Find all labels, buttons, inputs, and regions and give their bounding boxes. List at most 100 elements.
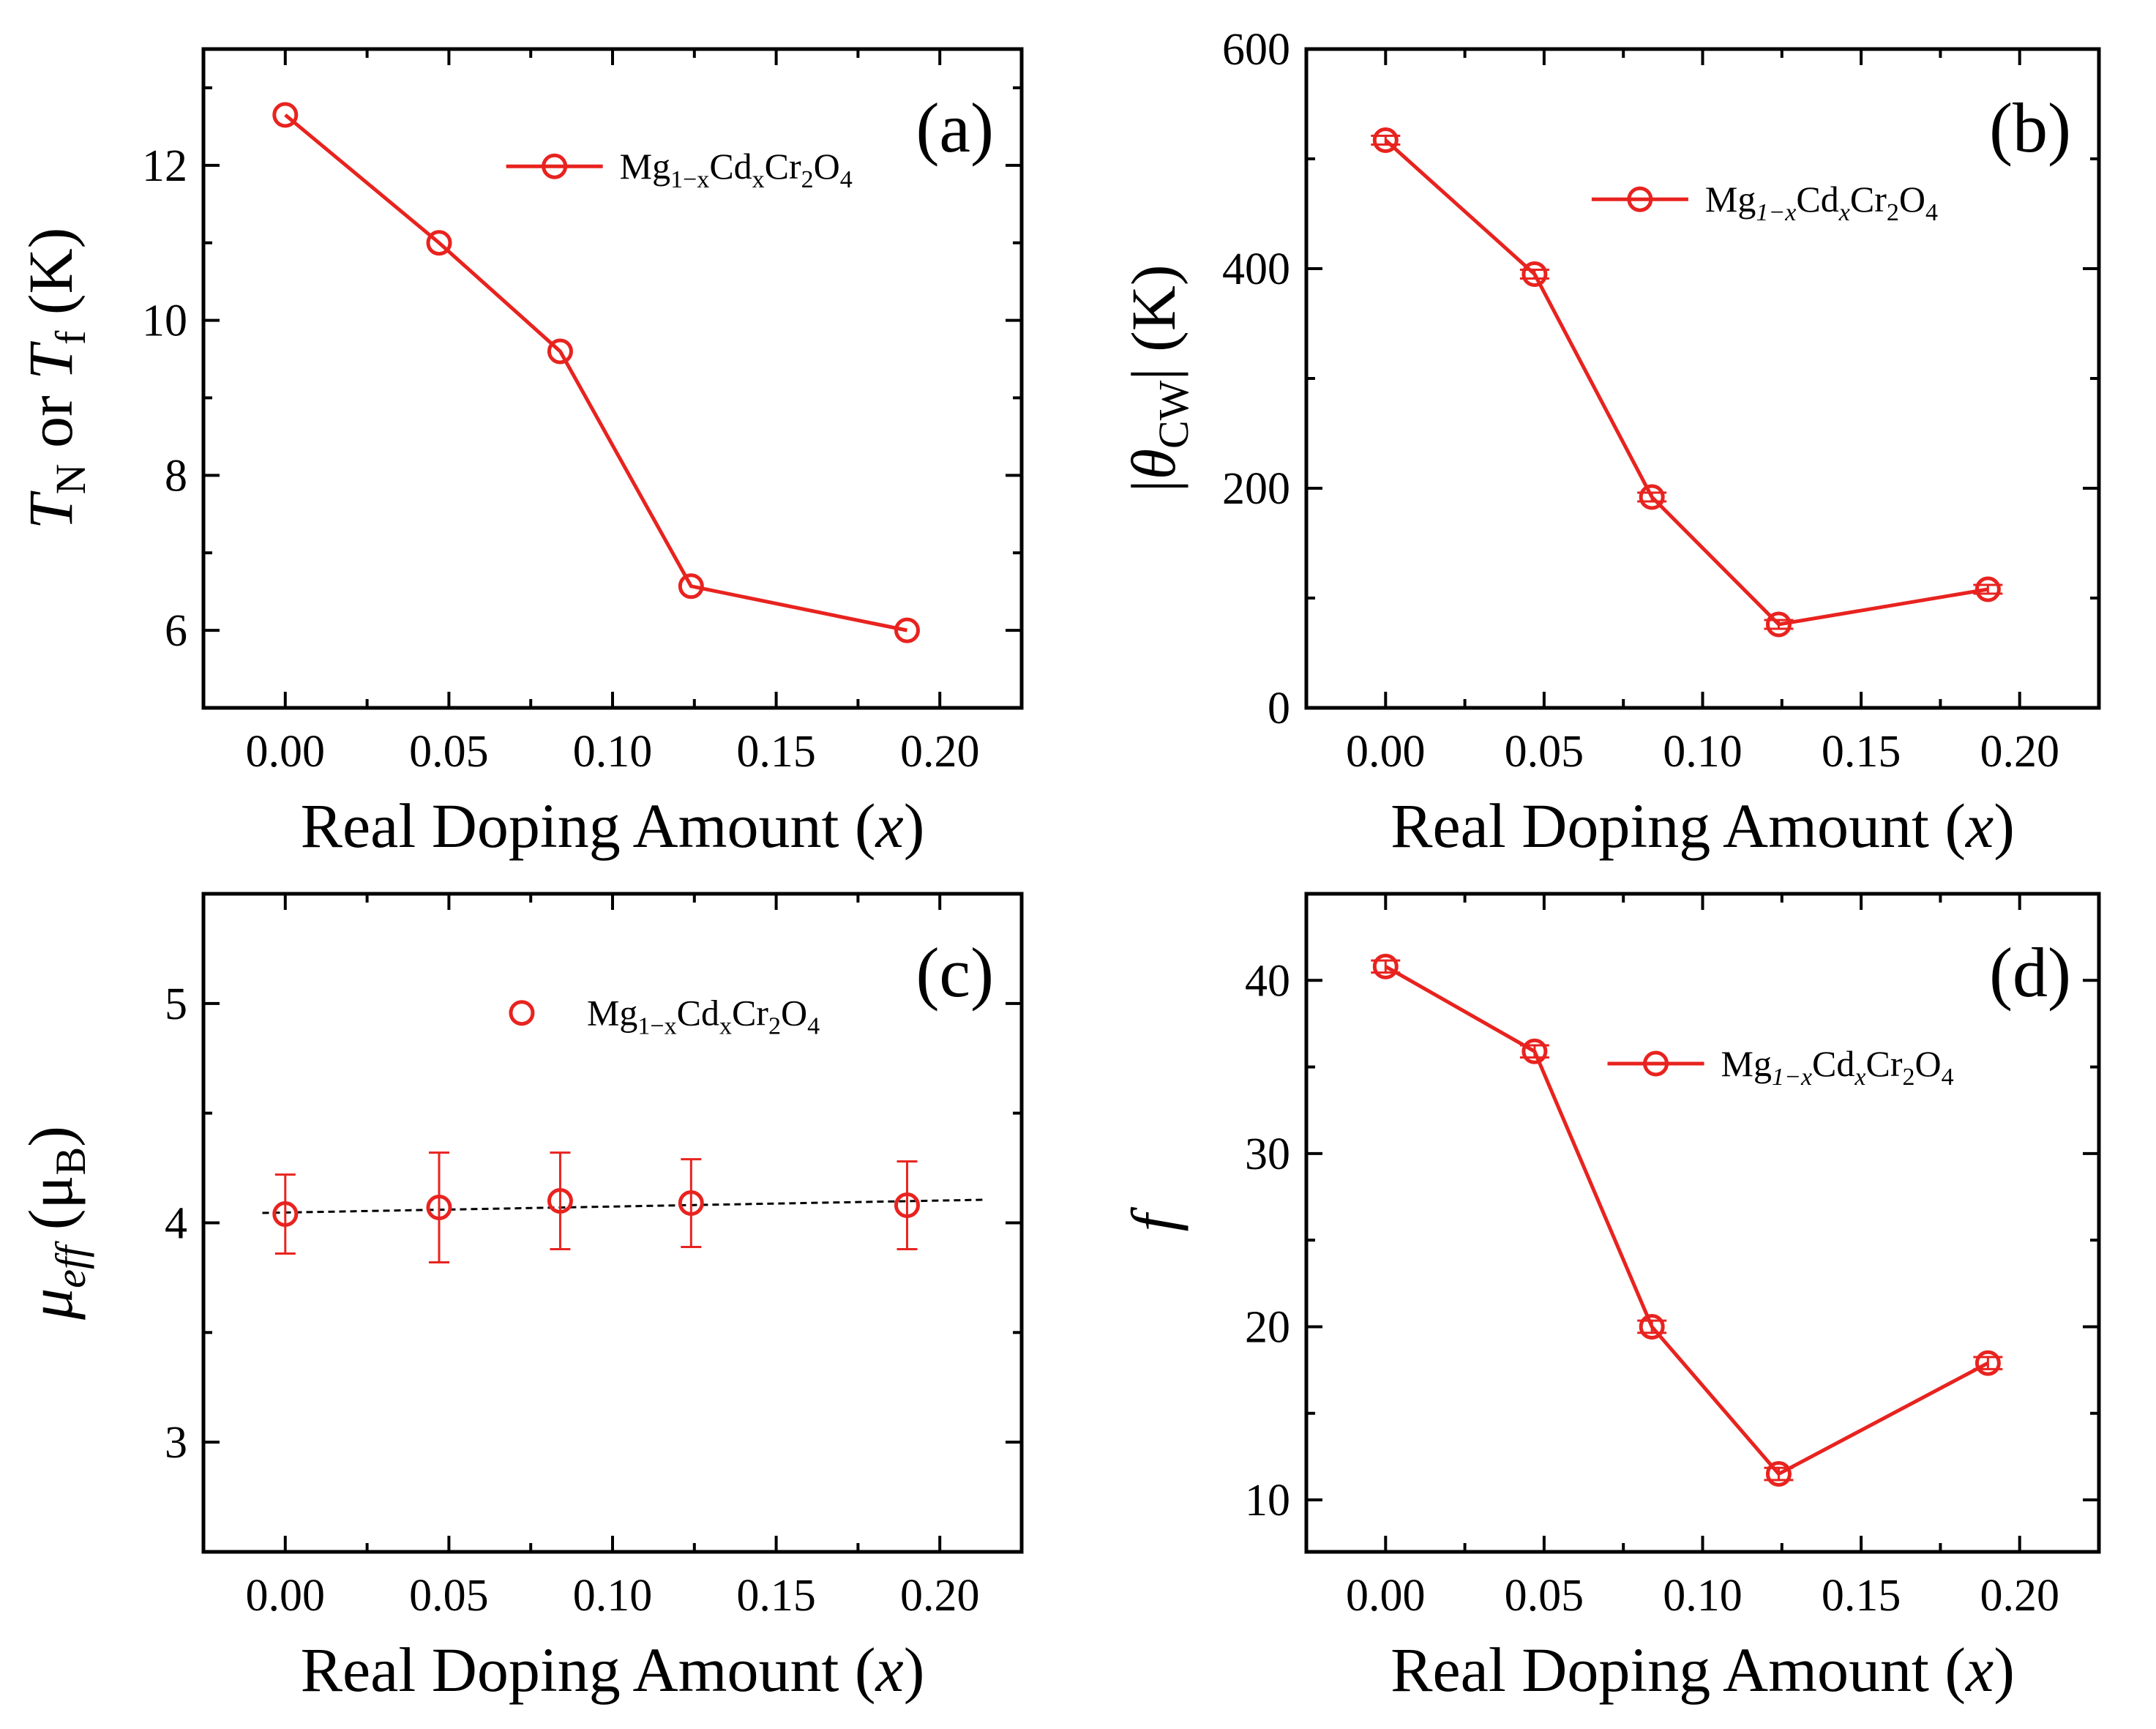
x-tick-label: 0.05 xyxy=(409,727,489,777)
text-span: θ xyxy=(1118,449,1189,479)
text-span: Mg xyxy=(620,146,670,187)
text-span: f xyxy=(1118,1206,1189,1231)
data-point xyxy=(1639,1313,1665,1340)
x-tick-label: 0.15 xyxy=(736,727,816,777)
text-span: x xyxy=(752,166,765,193)
text-span: eff xyxy=(47,1241,94,1288)
x-tick-label: 0.15 xyxy=(1822,727,1901,777)
text-span: N xyxy=(47,463,94,494)
text-span: Real Doping Amount ( xyxy=(301,791,876,861)
panel-label: (c) xyxy=(916,933,994,1012)
text-span: x xyxy=(1964,1635,1994,1705)
y-tick-label: 0 xyxy=(1268,684,1290,733)
text-span: 1−x xyxy=(1756,199,1796,226)
text-span: O xyxy=(1899,179,1925,220)
data-point xyxy=(426,230,452,256)
y-tick-label: 200 xyxy=(1222,464,1290,514)
text-span: T xyxy=(15,341,86,380)
legend-label: Mg1−xCdxCr2O4 xyxy=(1705,179,1938,226)
y-tick-label: 12 xyxy=(142,141,187,191)
text-span: 4 xyxy=(1942,1064,1954,1091)
y-tick-label: 40 xyxy=(1245,956,1290,1006)
text-span: Cr xyxy=(1850,179,1887,220)
text-span: | xyxy=(1118,479,1189,492)
text-span: x xyxy=(875,1635,904,1705)
legend-marker xyxy=(1627,186,1653,212)
text-span: O xyxy=(781,993,807,1034)
y-tick-label: 600 xyxy=(1222,25,1290,75)
data-point xyxy=(272,102,299,128)
text-span: ) xyxy=(904,1635,925,1705)
fit-line xyxy=(262,1198,983,1214)
text-span: 2 xyxy=(1903,1064,1915,1091)
x-tick-label: 0.15 xyxy=(736,1571,816,1621)
legend-label: Mg1−xCdxCr2O4 xyxy=(587,993,820,1040)
x-tick-label: 0.15 xyxy=(1822,1571,1901,1621)
data-point xyxy=(1975,1350,2001,1376)
text-span: Mg xyxy=(587,993,637,1034)
text-span: 2 xyxy=(801,166,814,193)
data-point xyxy=(1372,127,1399,153)
x-tick-label: 0.00 xyxy=(246,1571,326,1621)
data-point xyxy=(547,338,573,365)
data-point xyxy=(547,1188,573,1214)
x-tick-label: 0.00 xyxy=(1346,1571,1426,1621)
x-tick-label: 0.20 xyxy=(1980,1571,2059,1621)
panel-c: 0.00 0.05 0.10 0.15 0.20 3 4 5 Real Doping Amoun… xyxy=(15,892,1024,1705)
y-axis-label: TN or Tf (K) xyxy=(15,228,94,529)
text-span: Real Doping Amount ( xyxy=(1390,791,1966,861)
panel-d: 0.00 0.05 0.10 0.15 0.20 10 20 30 40 Real Doping … xyxy=(1118,892,2101,1705)
data-point xyxy=(1765,611,1792,638)
data-point xyxy=(894,1192,920,1219)
y-tick-label: 3 xyxy=(165,1418,187,1468)
panel-b: 0.00 0.05 0.10 0.15 0.20 0 200 400 600 Real Dopin… xyxy=(1118,25,2101,861)
text-span: Cd xyxy=(1796,179,1838,220)
text-span: 2 xyxy=(768,1013,781,1040)
data-point xyxy=(426,1195,452,1221)
text-span: Cd xyxy=(677,993,719,1034)
text-span: x xyxy=(719,1013,732,1040)
text-span: μ xyxy=(15,1288,86,1321)
y-tick-label: 20 xyxy=(1245,1302,1290,1352)
x-tick-label: 0.20 xyxy=(1980,727,2059,777)
data-point xyxy=(1975,576,2001,602)
text-span: ) xyxy=(1994,1635,2015,1705)
legend-marker xyxy=(1643,1050,1669,1077)
text-span: Cr xyxy=(1866,1043,1903,1084)
text-span: 4 xyxy=(807,1013,820,1040)
text-span: Mg xyxy=(1705,179,1756,220)
x-tick-label: 0.05 xyxy=(409,1571,489,1621)
x-tick-label: 0.00 xyxy=(246,727,326,777)
text-span: x xyxy=(875,791,904,861)
x-tick-label: 0.10 xyxy=(1663,727,1743,777)
text-span: or xyxy=(15,380,86,464)
panel-label: (d) xyxy=(1989,933,2071,1012)
data-point xyxy=(678,1190,704,1217)
data-point xyxy=(1639,484,1665,510)
y-tick-label: 30 xyxy=(1245,1129,1290,1179)
text-span: ) xyxy=(15,1126,86,1147)
legend-marker xyxy=(509,1000,535,1026)
x-tick-label: 0.10 xyxy=(573,727,653,777)
x-axis-label: Real Doping Amount (x) xyxy=(301,1635,925,1705)
text-span: T xyxy=(15,490,86,529)
y-axis-label: |θCW| (K) xyxy=(1118,264,1197,492)
text-span: 4 xyxy=(1925,199,1938,226)
y-tick-label: 6 xyxy=(165,606,187,656)
text-span: O xyxy=(1915,1043,1942,1084)
text-span: f xyxy=(47,330,94,345)
text-span: O xyxy=(814,146,840,187)
y-axis-label: f xyxy=(1118,1206,1189,1231)
series-line xyxy=(284,113,907,632)
x-tick-label: 0.20 xyxy=(900,1571,980,1621)
x-tick-label: 0.00 xyxy=(1346,727,1426,777)
legend-marker xyxy=(542,153,568,179)
data-point xyxy=(1372,953,1399,979)
data-point xyxy=(272,1201,299,1228)
data-point xyxy=(894,617,920,643)
text-span: B xyxy=(47,1147,94,1176)
legend-label: Mg1−xCdxCr2O4 xyxy=(1721,1043,1954,1091)
text-span: 1−x xyxy=(670,166,709,193)
plot-frame xyxy=(1304,47,2101,710)
